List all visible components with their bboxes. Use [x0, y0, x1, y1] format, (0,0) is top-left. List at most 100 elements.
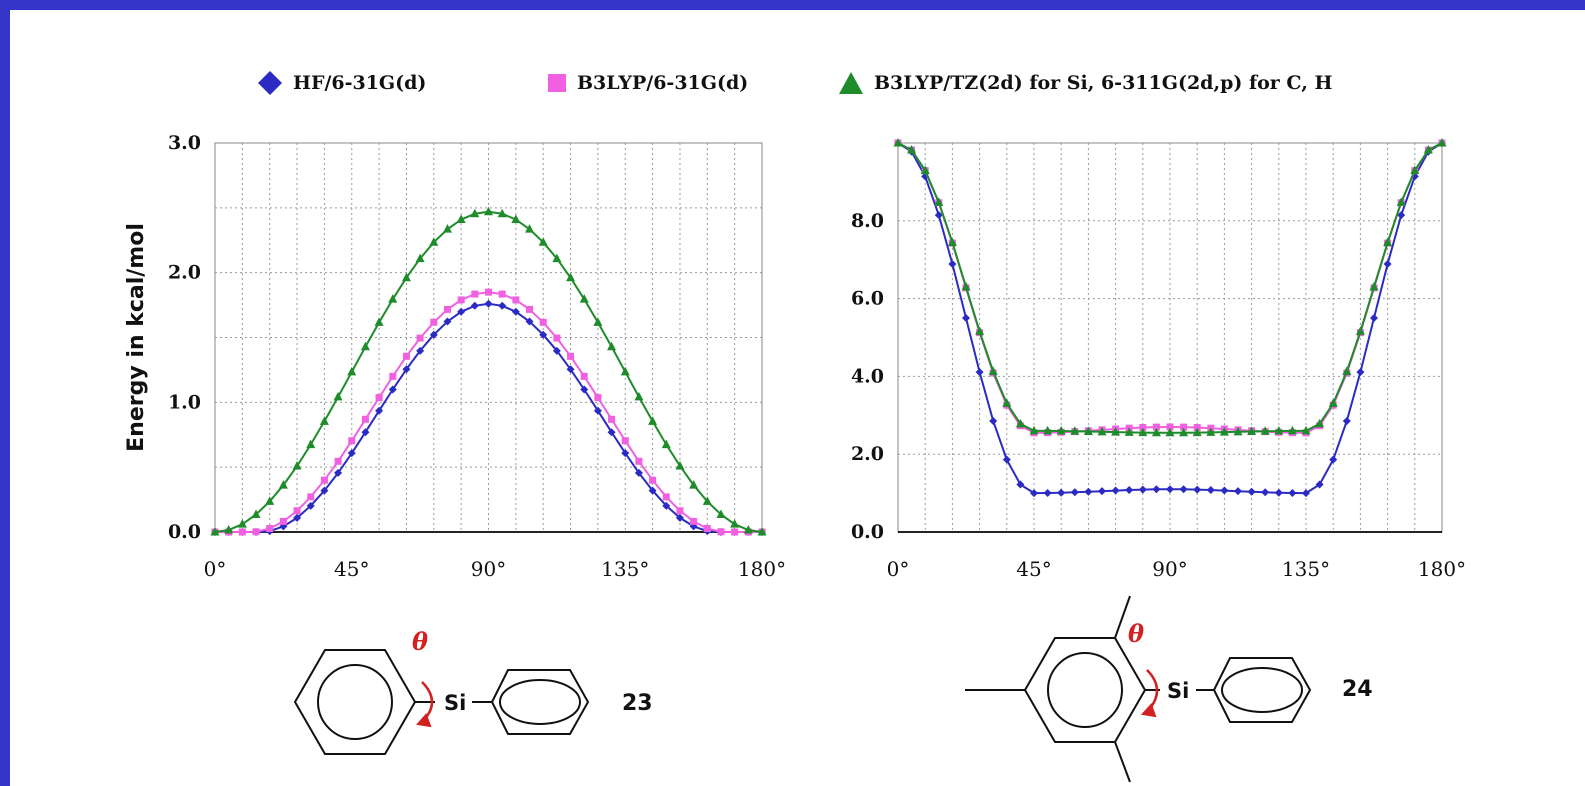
data-point-triangle: [1260, 426, 1270, 435]
data-point-diamond: [1220, 486, 1229, 495]
data-point-triangle: [1301, 425, 1311, 435]
data-point-triangle: [634, 391, 644, 401]
data-point-diamond: [1084, 487, 1093, 496]
data-point-diamond: [498, 301, 507, 310]
data-point-diamond: [1302, 489, 1310, 498]
data-point-triangle: [1165, 427, 1175, 437]
data-point-diamond: [1138, 485, 1147, 494]
data-point-diamond: [1152, 485, 1161, 494]
structure-23: [293, 649, 590, 755]
data-point-triangle: [1410, 165, 1420, 174]
data-point-triangle: [907, 145, 917, 154]
data-point-diamond: [1070, 488, 1079, 497]
methyl-top: [1114, 595, 1131, 639]
data-point-triangle: [1437, 138, 1447, 147]
data-point-square: [361, 415, 369, 423]
figure-panel: HF/6-31G(d) B3LYP/6-31G(d) B3LYP/TZ(2d) …: [10, 10, 1585, 786]
data-point-square: [703, 525, 711, 533]
data-point-triangle: [1151, 427, 1161, 437]
data-point-diamond: [375, 406, 384, 415]
data-point-triangle: [743, 525, 753, 534]
data-point-diamond: [293, 513, 302, 522]
data-point-diamond: [1288, 489, 1297, 498]
data-point-triangle: [1083, 426, 1093, 436]
data-point-square: [430, 318, 438, 326]
data-point-diamond: [334, 468, 343, 477]
data-point-triangle: [620, 366, 630, 376]
data-point-square: [238, 528, 246, 536]
data-point-diamond: [402, 365, 411, 374]
data-point-diamond: [1002, 455, 1011, 464]
data-point-diamond: [1206, 486, 1215, 495]
data-point-triangle: [1029, 425, 1039, 435]
data-point-triangle: [224, 525, 234, 534]
data-point-diamond: [552, 346, 561, 355]
x-tick-label: 0°: [204, 557, 227, 581]
data-point-square: [402, 352, 410, 360]
data-point-diamond: [361, 428, 370, 437]
data-point-diamond: [1383, 259, 1392, 268]
y-tick-label: 2.0: [851, 443, 884, 465]
data-point-square: [1152, 423, 1160, 431]
data-point-square: [635, 457, 643, 465]
data-point-triangle: [1002, 398, 1012, 407]
compound-label-23: 23: [622, 691, 653, 716]
data-point-diamond: [1098, 487, 1106, 496]
legend: HF/6-31G(d) B3LYP/6-31G(d) B3LYP/TZ(2d) …: [10, 66, 1585, 100]
legend-label-b3lyp: B3LYP/6-31G(d): [577, 72, 749, 94]
data-point-triangle: [497, 208, 507, 218]
data-point-diamond: [934, 211, 943, 220]
data-point-diamond: [429, 330, 438, 339]
data-point-square: [252, 528, 260, 536]
data-point-triangle: [607, 341, 617, 351]
data-point-diamond: [675, 513, 684, 522]
data-point-diamond: [457, 307, 466, 316]
data-point-triangle: [675, 460, 685, 470]
data-point-triangle: [702, 496, 712, 505]
data-point-square: [594, 394, 602, 402]
data-point-triangle: [961, 281, 971, 291]
data-point-triangle: [1247, 426, 1257, 436]
y-tick-label: 1.0: [168, 391, 201, 413]
data-point-triangle: [1138, 427, 1148, 437]
data-point-square: [320, 476, 328, 484]
data-point-triangle: [893, 138, 903, 147]
x-tick-label: 90°: [471, 557, 506, 581]
data-point-triangle: [1328, 398, 1338, 407]
data-point-triangle: [648, 416, 658, 425]
data-point-diamond: [1030, 489, 1038, 498]
si-label-24: Si: [1167, 679, 1189, 703]
data-point-diamond: [634, 468, 643, 477]
data-point-triangle: [757, 527, 767, 536]
data-point-diamond: [607, 428, 616, 437]
phenyl-ring-right: [490, 669, 590, 735]
data-point-square: [526, 305, 534, 313]
data-point-triangle: [429, 237, 439, 246]
data-point-triangle: [1192, 427, 1202, 437]
data-point-diamond: [1057, 488, 1066, 497]
data-point-triangle: [306, 439, 316, 449]
data-point-diamond: [1111, 486, 1120, 495]
data-point-diamond: [539, 330, 548, 339]
data-point-triangle: [1097, 426, 1107, 436]
data-point-triangle: [388, 294, 398, 303]
data-point-triangle: [1206, 427, 1216, 436]
y-tick-label: 0.0: [168, 521, 201, 543]
y-tick-label: 2.0: [168, 262, 201, 284]
data-point-triangle: [210, 527, 220, 536]
data-point-square: [375, 394, 383, 402]
data-point-square: [279, 517, 287, 525]
phenyl-ring-3: [1212, 657, 1312, 723]
data-point-square: [717, 528, 725, 536]
data-point-square: [471, 290, 479, 298]
data-point-triangle: [525, 224, 535, 233]
data-point-triangle: [360, 341, 370, 351]
data-point-square: [553, 334, 561, 342]
data-point-triangle: [456, 214, 466, 224]
data-point-square: [690, 517, 698, 525]
theta-label-23: θ: [412, 627, 428, 656]
triangle-icon: [839, 72, 863, 94]
arrow-head-icon: [416, 713, 432, 728]
data-point-square: [1166, 423, 1174, 431]
data-point-triangle: [566, 272, 576, 282]
